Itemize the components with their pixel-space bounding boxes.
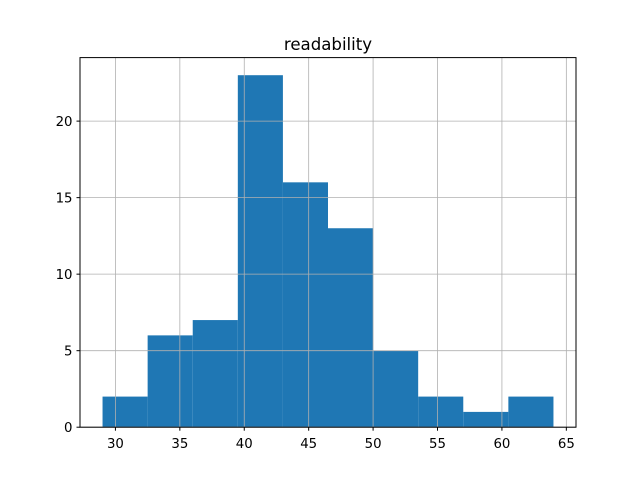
bars-layer [102, 75, 554, 428]
y-tick-label: 0 [64, 421, 72, 436]
x-tick-label: 30 [107, 437, 124, 452]
x-tick-label: 40 [236, 437, 253, 452]
histogram-bar [192, 320, 238, 428]
histogram-bar [463, 411, 509, 428]
histogram-bar [237, 75, 283, 428]
x-tick-label: 60 [493, 437, 510, 452]
y-tick-label: 20 [56, 115, 73, 130]
y-tick-label: 10 [56, 268, 73, 283]
histogram-bar [282, 182, 328, 428]
x-tick-label: 50 [365, 437, 382, 452]
x-tick-label: 55 [429, 437, 446, 452]
chart-title: readability [284, 35, 372, 54]
x-tick-label: 35 [171, 437, 188, 452]
y-tick-label: 15 [56, 191, 73, 206]
histogram-bar [147, 335, 193, 428]
histogram-bar [328, 228, 374, 428]
x-tick-label: 65 [558, 437, 575, 452]
ticks-layer: 30 35 40 45 50 55 60 65 0 5 10 15 20 [56, 115, 575, 452]
histogram-bar [373, 350, 419, 428]
x-tick-label: 45 [300, 437, 317, 452]
histogram-bar [102, 396, 148, 428]
y-tick-label: 5 [64, 344, 72, 359]
plot-border [79, 57, 577, 428]
histogram-bar [418, 396, 464, 428]
histogram-bar [508, 396, 554, 428]
